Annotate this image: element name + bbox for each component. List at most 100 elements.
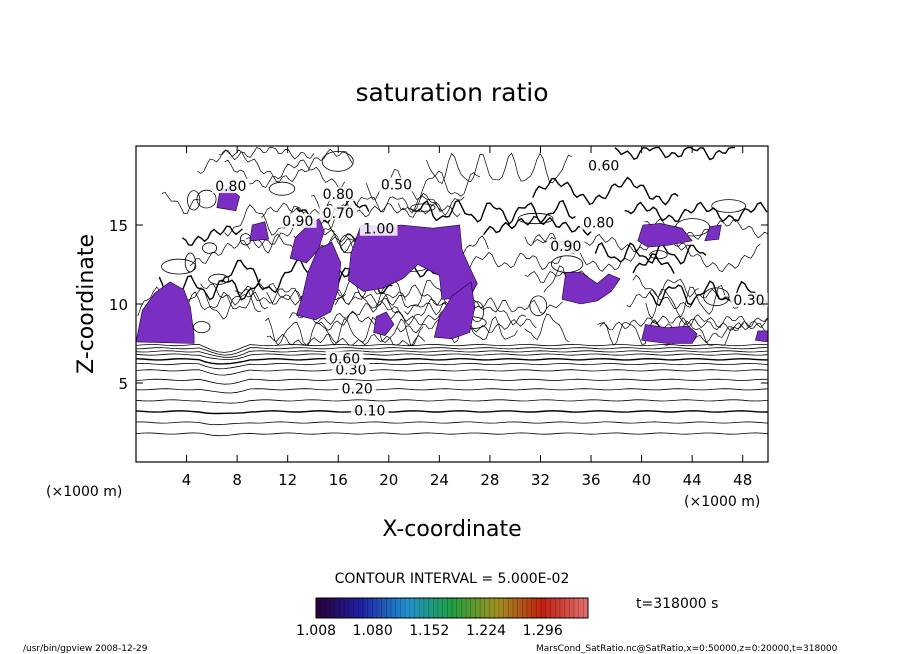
contour-line: [260, 202, 461, 218]
contour-line: [135, 432, 769, 437]
z-tick-label: 15: [109, 217, 128, 235]
x-tick-label: 44: [683, 471, 702, 489]
contour-line: [614, 146, 735, 161]
contour-line: [135, 421, 769, 426]
x-tick-label: 20: [379, 471, 398, 489]
contour-line: [135, 388, 769, 394]
contour-label-bg: [359, 221, 398, 236]
contour-label-bg: [547, 239, 585, 254]
contour-loop: [703, 287, 730, 307]
contour-line: [264, 316, 424, 346]
contour-line: [135, 357, 769, 365]
contour-line: [649, 280, 768, 308]
fill-region: [561, 272, 621, 305]
colorbar-tick-label: 1.080: [353, 623, 393, 639]
contour-label: 0.10: [354, 403, 385, 419]
contour-line: [483, 215, 592, 236]
contour-line: [224, 159, 346, 188]
contour-line: [135, 362, 769, 370]
contour-line: [626, 288, 748, 309]
contour-loop: [529, 295, 548, 317]
contour-label-bg: [351, 403, 389, 418]
contour-label-bg: [325, 351, 364, 366]
contour-line: [135, 399, 769, 404]
contour-label-bg: [584, 158, 623, 173]
contour-line: [189, 239, 251, 267]
contour-loop: [202, 242, 218, 254]
contour-label: 0.80: [583, 215, 614, 231]
x-axis-ticks: 4 8 12 16 20 24 28 32 36 40 44 48: [182, 146, 752, 489]
contour-label-bg: [579, 215, 618, 230]
contour-label: 0.70: [323, 206, 354, 222]
contour-label-bg: [212, 179, 250, 194]
contour-loop: [410, 203, 436, 212]
contour-line: [137, 286, 262, 321]
z-axis-ticks: 5 10 15: [109, 217, 768, 393]
fill-region: [249, 221, 270, 242]
contour-label: 0.80: [215, 179, 246, 195]
footer-right: MarsCond_SatRatio.nc@SatRatio,x=0:50000,…: [536, 644, 838, 654]
contour-line: [135, 369, 769, 376]
contour-line: [161, 191, 200, 215]
x-tick-label: 12: [278, 471, 297, 489]
contour-line: [532, 176, 679, 206]
contour-label-bg: [338, 381, 376, 396]
x-unit-right: (×1000 m): [684, 494, 760, 510]
contour-line: [197, 148, 353, 183]
contour-interval-text: CONTOUR INTERVAL = 5.000E-02: [335, 571, 570, 587]
fill-region: [296, 242, 342, 321]
x-tick-label: 24: [430, 471, 449, 489]
contour-loop: [187, 190, 201, 211]
x-tick-label: 32: [531, 471, 550, 489]
contour-loop: [192, 321, 211, 334]
time-label: t=318000 s: [636, 596, 718, 612]
contour-loop: [184, 252, 196, 273]
fill-region: [373, 311, 395, 336]
contour-loop: [196, 189, 217, 209]
contour-loop: [517, 212, 554, 225]
fill-region: [289, 218, 325, 264]
x-tick-label: 40: [632, 471, 651, 489]
x-axis-label: X-coordinate: [382, 517, 521, 542]
contour-label-bg: [332, 362, 370, 377]
contour-line: [688, 314, 768, 329]
footer-left: /usr/bin/gpview 2008-12-29: [23, 644, 148, 654]
x-unit-left: (×1000 m): [46, 484, 122, 500]
contour-line: [188, 291, 269, 311]
contour-label: 0.30: [335, 362, 366, 378]
colorbar-tick-label: 1.008: [296, 623, 336, 639]
x-tick-label: 28: [480, 471, 499, 489]
contour-label: 0.60: [588, 159, 619, 175]
x-tick-label: 16: [329, 471, 348, 489]
chart-title: saturation ratio: [355, 78, 548, 107]
contour-line: [524, 313, 570, 343]
x-tick-label: 48: [733, 471, 752, 489]
contour-line: [135, 350, 769, 358]
contour-label: 0.30: [733, 293, 764, 309]
contour-loop: [268, 181, 296, 196]
contour-loop: [649, 250, 668, 260]
x-tick-label: 8: [232, 471, 242, 489]
contour-loop: [208, 273, 230, 285]
contour-line: [135, 378, 768, 385]
fill-region: [637, 223, 693, 248]
contour-line: [135, 353, 769, 360]
contour-loop: [550, 255, 584, 273]
contour-line: [632, 274, 700, 298]
colorbar-tick-label: 1.224: [466, 623, 506, 639]
contour-label: 0.90: [550, 239, 581, 255]
contour-line: [135, 343, 769, 353]
colorbar-tick-label: 1.296: [523, 623, 563, 639]
contour-line: [599, 315, 768, 331]
contour-label-bg: [377, 177, 416, 192]
colorbar-tick-label: 1.152: [409, 623, 449, 639]
contour-line: [318, 300, 401, 331]
contour-line: [414, 199, 576, 226]
contour-label-bg: [319, 187, 357, 201]
contour-line: [594, 242, 707, 265]
contour-line: [425, 152, 572, 184]
contour-line: [234, 284, 447, 307]
z-tick-label: 5: [118, 375, 128, 393]
contour-label: 1.00: [363, 222, 394, 238]
